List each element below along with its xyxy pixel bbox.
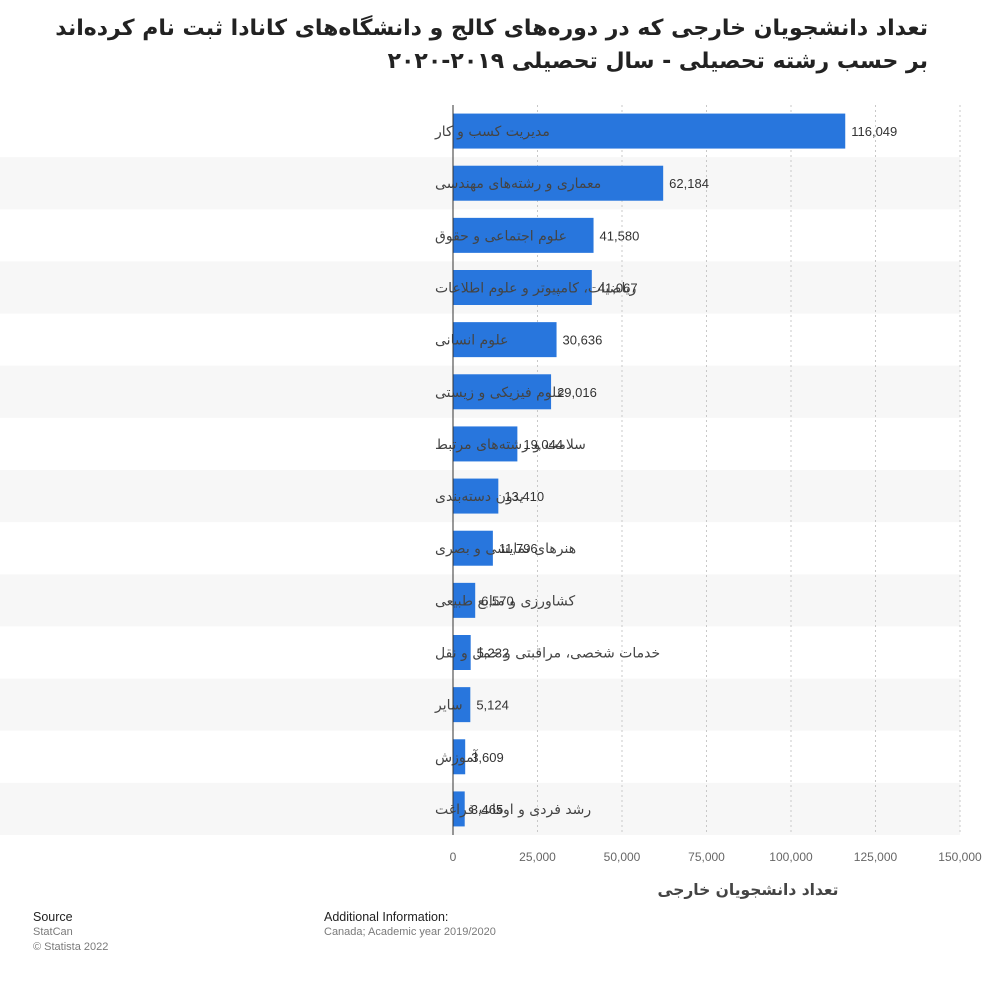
x-tick-label: 0 (450, 850, 457, 864)
category-label: علوم انسانی (435, 333, 508, 349)
bar[interactable] (453, 374, 552, 410)
row-band (0, 782, 960, 835)
bar[interactable] (453, 635, 471, 670)
category-label: هنرهای نمایشی و بصری (435, 541, 576, 557)
value-label: 19,044 (523, 437, 563, 452)
x-tick-label: 25,000 (519, 850, 556, 864)
value-label: 5,232 (477, 646, 510, 661)
value-label: 30,636 (563, 333, 603, 348)
category-label: آموزش (435, 749, 479, 766)
info-heading: Additional Information: (324, 910, 449, 924)
info-text: Canada; Academic year 2019/2020 (324, 926, 496, 938)
category-label: مدیریت کسب و کار (434, 124, 550, 140)
category-label: سایر (434, 698, 463, 714)
value-label: 41,067 (598, 281, 638, 296)
row-band (0, 574, 960, 627)
category-label: کشاورزی و منابع طبیعی (435, 593, 575, 609)
category-label: ریاضیات، کامپیوتر و علوم اطلاعات (435, 281, 636, 297)
bar[interactable] (453, 217, 594, 253)
category-label: سلامت و رشته‌های مرتبط (435, 437, 586, 453)
row-band (0, 678, 960, 731)
copyright: © Statista 2022 (33, 941, 109, 953)
x-tick-label: 75,000 (688, 850, 725, 864)
category-label: خدمات شخصی، مراقبتی و حمل و نقل (435, 646, 660, 662)
bar[interactable] (453, 582, 476, 618)
category-label: بدون دسته‌بندی (435, 489, 524, 505)
value-label: 3,465 (471, 802, 504, 817)
category-label: علوم اجتماعی و حقوق (435, 228, 567, 244)
bar[interactable] (453, 165, 664, 201)
x-tick-label: 150,000 (938, 850, 982, 864)
bar[interactable] (453, 687, 471, 723)
bars (453, 113, 846, 827)
source-block: Source StatCan © Statista 2022 (33, 910, 108, 955)
category-label: معماری و رشته‌های مهندسی (435, 176, 601, 192)
bar[interactable] (453, 270, 592, 305)
value-label: 11,796 (499, 541, 538, 556)
value-labels: 116,049 62,184 41,580 41,067 30,636 29,016 19,… (471, 124, 898, 817)
value-label: 3,609 (471, 750, 504, 765)
x-axis-ticks: 0 25,000 50,000 75,000 100,000 125,000 150,000 (450, 850, 982, 864)
value-label: 62,184 (669, 176, 709, 191)
category-labels: مدیریت کسب و کار معماری و رشته‌های مهندسی… (434, 124, 660, 818)
chart-title: تعداد دانشجویان خارجی که در دوره‌های کال… (55, 16, 928, 74)
value-label: 5,124 (476, 698, 509, 713)
bar[interactable] (453, 791, 465, 827)
category-label: علوم فیزیکی و زیستی (435, 385, 565, 401)
value-label: 13,410 (504, 489, 544, 504)
bar[interactable] (453, 426, 518, 462)
bar[interactable] (453, 478, 499, 514)
bar[interactable] (453, 530, 493, 566)
value-label: 6,570 (481, 593, 514, 608)
bar[interactable] (453, 739, 466, 775)
source-name[interactable]: StatCan (33, 926, 73, 938)
x-axis-label: تعداد دانشجویان خارجی (658, 881, 839, 899)
bar[interactable] (453, 322, 557, 358)
x-tick-label: 100,000 (769, 850, 813, 864)
source-heading: Source (33, 910, 73, 924)
additional-info-block: Additional Information: Canada; Academic… (324, 910, 496, 940)
value-label: 29,016 (557, 385, 597, 400)
x-tick-label: 50,000 (604, 850, 641, 864)
category-label: رشد فردی و اوقات فراغت (435, 802, 591, 818)
value-label: 116,049 (851, 124, 897, 139)
bar[interactable] (453, 113, 846, 149)
x-tick-label: 125,000 (854, 850, 898, 864)
value-label: 41,580 (600, 228, 640, 243)
